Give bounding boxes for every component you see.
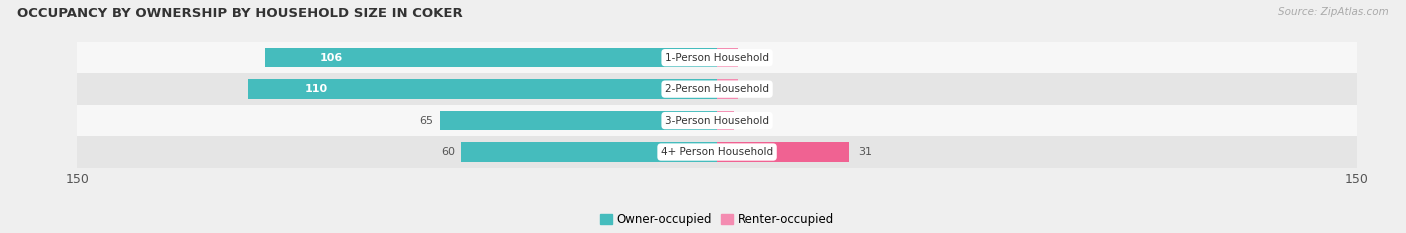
Text: 5: 5	[747, 53, 754, 63]
Text: 65: 65	[419, 116, 433, 126]
Text: 106: 106	[319, 53, 343, 63]
Text: 2-Person Household: 2-Person Household	[665, 84, 769, 94]
Bar	[77, 136, 1357, 168]
Text: 3-Person Household: 3-Person Household	[665, 116, 769, 126]
Bar	[77, 42, 1357, 73]
Bar	[77, 105, 1357, 136]
Text: OCCUPANCY BY OWNERSHIP BY HOUSEHOLD SIZE IN COKER: OCCUPANCY BY OWNERSHIP BY HOUSEHOLD SIZE…	[17, 7, 463, 20]
Bar	[461, 142, 717, 162]
Bar	[717, 142, 849, 162]
Legend: Owner-occupied, Renter-occupied: Owner-occupied, Renter-occupied	[595, 209, 839, 231]
Bar	[717, 111, 734, 130]
Bar	[717, 79, 738, 99]
Text: 60: 60	[440, 147, 454, 157]
Text: Source: ZipAtlas.com: Source: ZipAtlas.com	[1278, 7, 1389, 17]
Text: 4: 4	[742, 116, 749, 126]
Bar	[717, 48, 738, 67]
Text: 31: 31	[858, 147, 872, 157]
Text: 5: 5	[747, 84, 754, 94]
Bar	[440, 111, 717, 130]
Text: 4+ Person Household: 4+ Person Household	[661, 147, 773, 157]
Bar	[77, 73, 1357, 105]
Bar	[264, 48, 717, 67]
Bar	[247, 79, 717, 99]
Text: 110: 110	[304, 84, 328, 94]
Text: 1-Person Household: 1-Person Household	[665, 53, 769, 63]
